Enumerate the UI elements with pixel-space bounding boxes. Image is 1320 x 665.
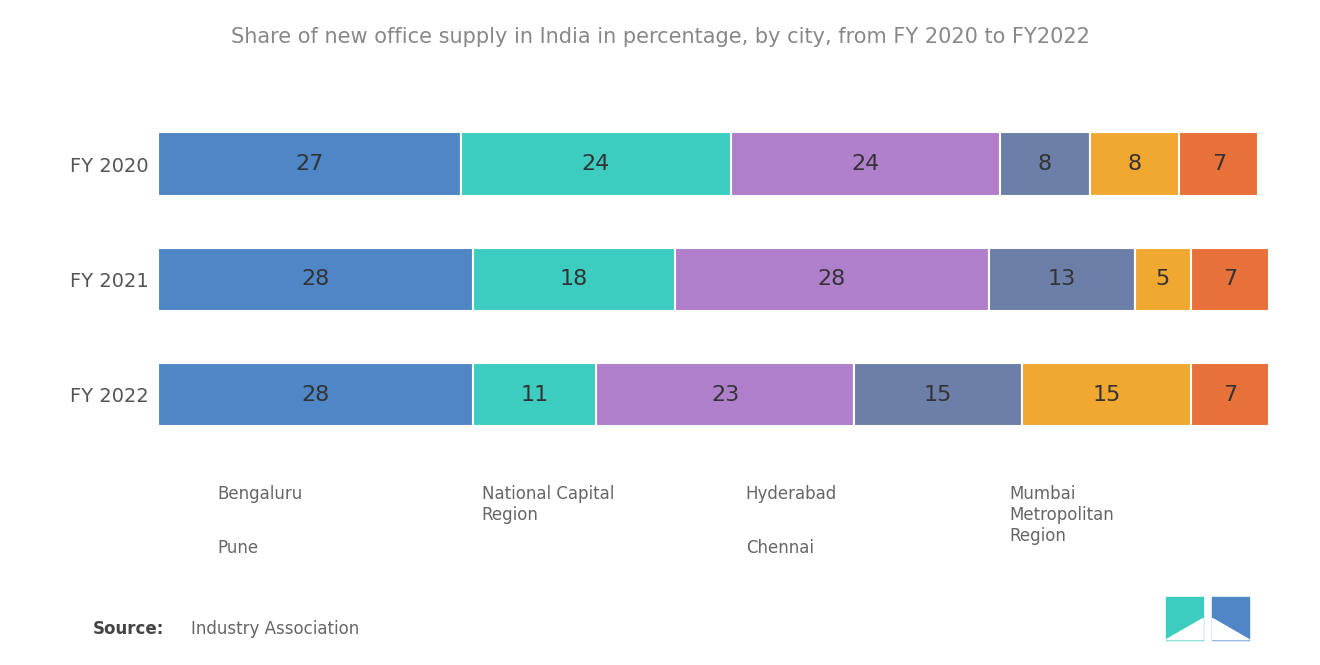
- Text: 28: 28: [301, 269, 330, 289]
- Text: 24: 24: [582, 154, 610, 174]
- Text: 7: 7: [1212, 154, 1226, 174]
- Text: Chennai: Chennai: [746, 539, 814, 557]
- Text: 5: 5: [1155, 269, 1170, 289]
- Bar: [473, 363, 595, 426]
- Bar: [473, 247, 675, 311]
- Text: Hyderabad: Hyderabad: [746, 485, 837, 503]
- Polygon shape: [1213, 597, 1250, 640]
- Bar: [158, 363, 473, 426]
- Bar: [854, 363, 1022, 426]
- Text: 23: 23: [711, 384, 739, 404]
- Bar: [158, 247, 473, 311]
- Bar: [989, 247, 1134, 311]
- Text: 15: 15: [1093, 384, 1121, 404]
- Polygon shape: [1166, 618, 1203, 640]
- Text: 7: 7: [1222, 384, 1237, 404]
- Bar: [675, 247, 989, 311]
- Text: 8: 8: [1038, 154, 1052, 174]
- Bar: [1179, 132, 1258, 196]
- Text: 18: 18: [560, 269, 587, 289]
- Bar: [730, 132, 999, 196]
- Text: 15: 15: [924, 384, 952, 404]
- Text: 24: 24: [851, 154, 879, 174]
- Text: Share of new office supply in India in percentage, by city, from FY 2020 to FY20: Share of new office supply in India in p…: [231, 27, 1089, 47]
- Bar: [595, 363, 854, 426]
- Text: 8: 8: [1127, 154, 1142, 174]
- Text: Industry Association: Industry Association: [191, 620, 359, 638]
- Text: 28: 28: [817, 269, 846, 289]
- Text: 7: 7: [1222, 269, 1237, 289]
- Bar: [1022, 363, 1191, 426]
- Bar: [1191, 363, 1269, 426]
- Text: 13: 13: [1048, 269, 1076, 289]
- Text: National Capital
Region: National Capital Region: [482, 485, 614, 524]
- Bar: [999, 132, 1089, 196]
- Bar: [461, 132, 730, 196]
- Polygon shape: [1213, 618, 1250, 640]
- Bar: [1191, 247, 1269, 311]
- Text: 27: 27: [296, 154, 323, 174]
- Text: 28: 28: [301, 384, 330, 404]
- Text: Source:: Source:: [92, 620, 164, 638]
- Bar: [1089, 132, 1179, 196]
- Text: Bengaluru: Bengaluru: [218, 485, 304, 503]
- Text: 11: 11: [520, 384, 548, 404]
- Text: Pune: Pune: [218, 539, 259, 557]
- Bar: [1134, 247, 1191, 311]
- Bar: [158, 132, 461, 196]
- Text: Mumbai
Metropolitan
Region: Mumbai Metropolitan Region: [1010, 485, 1114, 545]
- Polygon shape: [1166, 597, 1203, 640]
